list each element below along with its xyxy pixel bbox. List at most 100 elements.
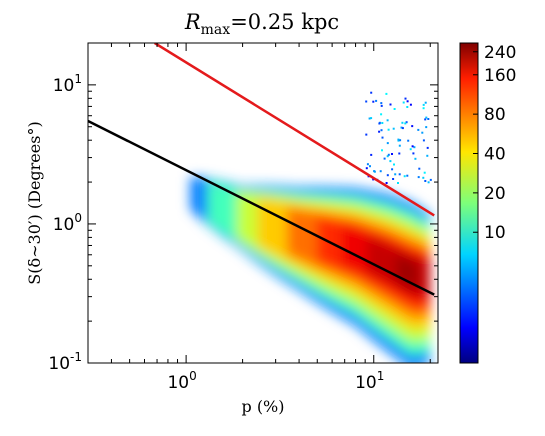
outlier-point bbox=[424, 118, 427, 121]
outlier-point bbox=[389, 103, 392, 106]
outlier-point bbox=[370, 91, 373, 94]
outlier-point bbox=[424, 180, 427, 182]
outlier-point bbox=[417, 128, 420, 131]
outlier-point bbox=[365, 133, 368, 136]
y-axis-label: S(δ∼30′) (Degrees°) bbox=[25, 121, 44, 284]
outlier-point bbox=[401, 127, 404, 130]
outlier-point bbox=[387, 153, 390, 156]
y-tick-label: 101 bbox=[53, 72, 82, 96]
outlier-point bbox=[406, 106, 409, 108]
outlier-point bbox=[427, 181, 430, 184]
outlier-point bbox=[370, 153, 373, 156]
outlier-point bbox=[426, 154, 429, 157]
outlier-point bbox=[398, 173, 401, 176]
outlier-point bbox=[373, 170, 376, 173]
fit-lines bbox=[88, 43, 435, 296]
outlier-point bbox=[425, 126, 428, 129]
density-level-8 bbox=[396, 252, 418, 291]
density-map bbox=[190, 91, 432, 363]
red-fit-line bbox=[154, 43, 435, 217]
outlier-point bbox=[421, 131, 424, 134]
outlier-point bbox=[386, 119, 389, 122]
outlier-point bbox=[389, 160, 392, 163]
colorbar-tick-label: 40 bbox=[484, 145, 506, 165]
outlier-point bbox=[380, 104, 383, 107]
outlier-point bbox=[400, 126, 403, 129]
outlier-point bbox=[372, 100, 375, 103]
colorbar-tick-label: 160 bbox=[484, 66, 516, 86]
outlier-point bbox=[393, 108, 396, 110]
outlier-point bbox=[414, 157, 417, 160]
outlier-point bbox=[426, 146, 429, 149]
outlier-point bbox=[383, 157, 386, 160]
colorbar: 240 160 80 40 20 10 bbox=[459, 42, 516, 364]
outlier-point bbox=[407, 139, 410, 142]
outlier-point bbox=[368, 117, 371, 120]
outlier-point bbox=[391, 153, 393, 155]
outlier-point bbox=[385, 92, 388, 95]
outlier-point bbox=[404, 97, 407, 100]
outlier-point bbox=[422, 176, 425, 179]
colorbar-tick-label: 10 bbox=[484, 223, 506, 243]
outlier-point bbox=[375, 99, 378, 102]
outlier-point bbox=[411, 145, 414, 148]
outlier-point bbox=[379, 170, 382, 173]
chart-title: Rmax=0.25 kpc bbox=[184, 10, 339, 38]
outlier-point bbox=[397, 138, 400, 141]
outlier-point bbox=[381, 122, 384, 124]
y-tick-label: 100 bbox=[53, 211, 82, 235]
outlier-point bbox=[365, 167, 368, 170]
outlier-point bbox=[402, 101, 405, 104]
plot-frame bbox=[87, 42, 439, 364]
outlier-point bbox=[403, 175, 406, 178]
outlier-point bbox=[386, 155, 389, 158]
outlier-point bbox=[417, 176, 420, 179]
density-layers bbox=[190, 176, 430, 363]
outlier-point bbox=[401, 121, 404, 124]
outlier-point bbox=[425, 116, 428, 119]
outlier-point bbox=[392, 178, 395, 180]
outlier-point bbox=[399, 139, 402, 142]
outlier-point bbox=[385, 182, 388, 184]
outlier-point bbox=[423, 171, 426, 174]
outlier-point bbox=[392, 127, 395, 130]
outlier-point bbox=[366, 163, 369, 166]
outlier-point bbox=[386, 174, 389, 177]
outlier-point bbox=[406, 100, 409, 103]
outlier-point bbox=[386, 142, 389, 145]
colorbar-ticks: 240 160 80 40 20 10 bbox=[473, 43, 516, 243]
outlier-point bbox=[405, 121, 408, 124]
outlier-point bbox=[422, 139, 425, 142]
y-tick-label: 10-1 bbox=[48, 350, 82, 374]
black-fit-line bbox=[88, 119, 435, 296]
outlier-point bbox=[427, 118, 430, 120]
outlier-point bbox=[422, 107, 425, 110]
colorbar-tick-label: 20 bbox=[484, 184, 506, 204]
colorbar-tick-label: 80 bbox=[484, 105, 506, 125]
title-main: R bbox=[184, 10, 201, 34]
outlier-point bbox=[381, 149, 383, 152]
outlier-point bbox=[372, 178, 375, 181]
outlier-point bbox=[393, 163, 395, 166]
x-tick-label: 100 bbox=[167, 369, 196, 393]
title-rest: =0.25 kpc bbox=[230, 10, 339, 34]
outlier-point bbox=[380, 129, 383, 132]
outlier-point bbox=[365, 100, 368, 103]
outlier-point bbox=[380, 102, 383, 105]
outlier-point bbox=[391, 168, 394, 171]
colorbar-gradient bbox=[459, 42, 479, 364]
outlier-point bbox=[370, 117, 373, 120]
outlier-point bbox=[381, 136, 384, 139]
x-tick-label: 101 bbox=[355, 369, 384, 393]
outlier-point bbox=[378, 130, 381, 133]
title-sub: max bbox=[201, 22, 231, 38]
outlier-point bbox=[394, 173, 397, 176]
outlier-point bbox=[418, 167, 421, 170]
outlier-point bbox=[380, 113, 383, 116]
outlier-point bbox=[409, 103, 412, 106]
outlier-point bbox=[397, 182, 399, 184]
colorbar-tick-label: 240 bbox=[484, 43, 516, 63]
outlier-point bbox=[378, 122, 381, 125]
outlier-point bbox=[409, 148, 412, 151]
outlier-point bbox=[398, 144, 401, 147]
